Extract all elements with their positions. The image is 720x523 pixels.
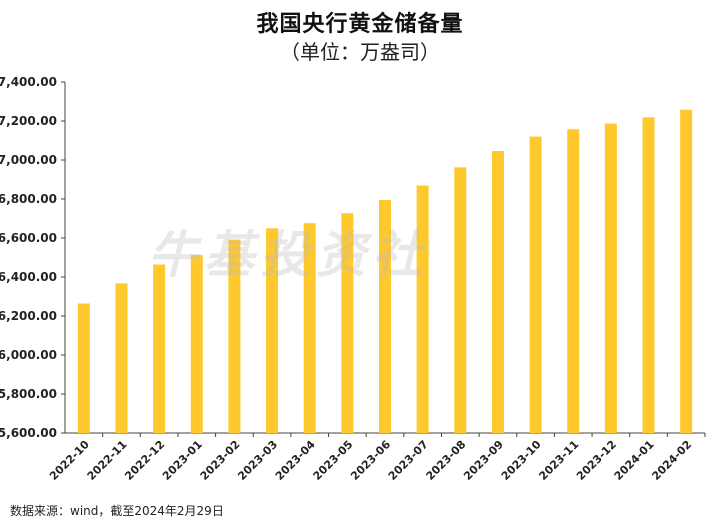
- y-tick-label: 7,000.00: [0, 153, 57, 167]
- x-tick-label: 2024-02: [649, 438, 694, 483]
- bar: [190, 255, 203, 433]
- x-tick-label: 2023-09: [461, 438, 506, 483]
- bar: [228, 239, 241, 433]
- x-tick-label: 2023-12: [574, 438, 619, 483]
- x-tick-label: 2023-08: [424, 438, 469, 483]
- bar: [266, 228, 279, 433]
- x-tick-label: 2024-01: [612, 438, 657, 483]
- x-tick-label: 2023-10: [499, 438, 544, 483]
- source-note: 数据来源：wind，截至2024年2月29日: [10, 504, 224, 518]
- y-tick-label: 7,400.00: [0, 75, 57, 89]
- y-tick-label: 6,600.00: [0, 231, 57, 245]
- bar: [153, 264, 166, 433]
- watermark-text: 牛基投资社: [148, 226, 428, 284]
- x-tick-label: 2023-06: [348, 438, 393, 483]
- x-tick-label: 2023-11: [536, 438, 581, 483]
- bar: [567, 129, 580, 433]
- bar: [454, 167, 467, 433]
- bar: [529, 136, 542, 433]
- x-tick-label: 2022-12: [122, 438, 167, 483]
- bar: [604, 123, 617, 433]
- y-tick-label: 5,600.00: [0, 426, 57, 440]
- x-tick-label: 2023-05: [311, 438, 356, 483]
- chart-title: 我国央行黄金储备量: [256, 12, 464, 37]
- y-tick-label: 6,200.00: [0, 309, 57, 323]
- y-tick-label: 6,400.00: [0, 270, 57, 284]
- y-tick-label: 5,800.00: [0, 387, 57, 401]
- chart-subtitle: （单位：万盎司）: [280, 40, 440, 64]
- x-tick-label: 2022-10: [47, 438, 92, 483]
- bar: [303, 223, 316, 433]
- x-tick-label: 2023-02: [198, 438, 243, 483]
- bar: [379, 199, 391, 433]
- x-tick-label: 2022-11: [85, 438, 130, 483]
- y-tick-label: 7,200.00: [0, 114, 57, 128]
- bar: [642, 117, 655, 434]
- x-tick-label: 2023-04: [273, 438, 318, 483]
- x-tick-label: 2023-07: [386, 438, 431, 483]
- y-tick-label: 6,000.00: [0, 348, 57, 362]
- bar: [77, 303, 90, 433]
- x-tick-label: 2023-01: [160, 438, 205, 483]
- bar: [115, 283, 128, 433]
- bar: [341, 213, 354, 433]
- x-tick-label: 2023-03: [235, 438, 280, 483]
- bar: [416, 185, 429, 433]
- bar: [491, 151, 504, 433]
- y-tick-label: 6,800.00: [0, 192, 57, 206]
- bar: [680, 109, 693, 433]
